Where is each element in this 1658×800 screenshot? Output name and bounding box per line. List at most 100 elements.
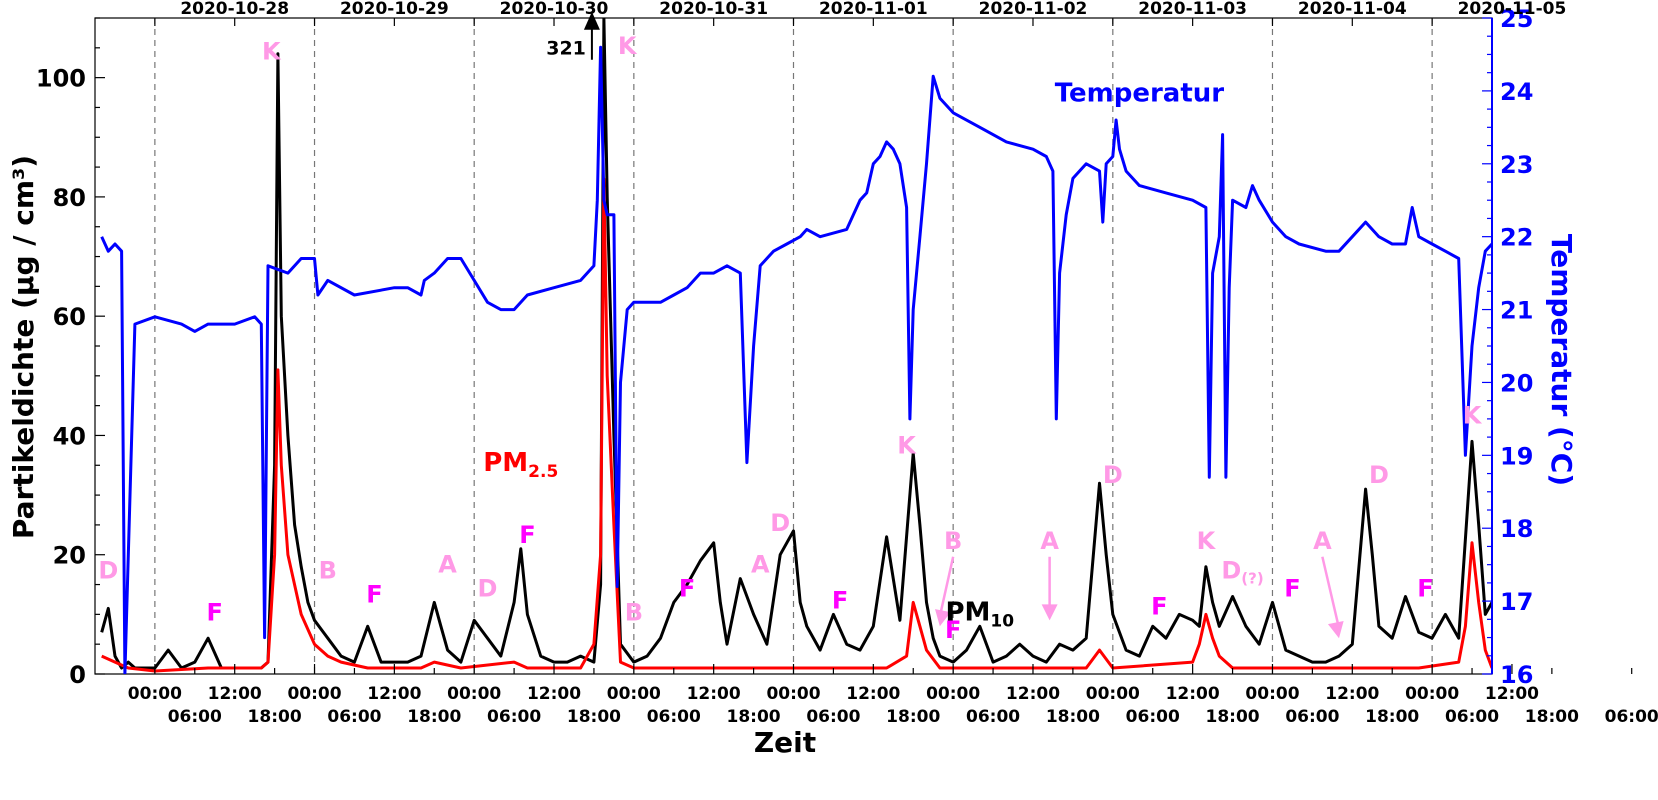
- event-label: F: [832, 586, 848, 614]
- arrow-annotation: A: [1040, 527, 1059, 621]
- x-tick-label: 12:00: [527, 684, 581, 704]
- date-label: 2020-10-31: [659, 0, 768, 19]
- series-line-temperatur: [100, 45, 1492, 674]
- y-left-tick-label: 0: [69, 661, 86, 689]
- event-label: D: [98, 557, 118, 585]
- event-label: K: [1463, 402, 1483, 430]
- y-axis-title-left: Partikeldichte (µg / cm³): [7, 155, 40, 539]
- series-label: PM2.5: [483, 448, 558, 482]
- event-label: F: [1284, 574, 1300, 602]
- event-label: K: [618, 32, 638, 60]
- x-tick-label: 18:00: [1046, 707, 1100, 727]
- event-label: A: [1313, 527, 1332, 555]
- x-tick-label: 12:00: [208, 684, 262, 704]
- x-tick-label: 06:00: [1445, 707, 1499, 727]
- event-label: F: [366, 580, 382, 608]
- event-label: A: [438, 551, 457, 579]
- date-label: 2020-10-30: [500, 0, 609, 19]
- series-label: PM10: [945, 597, 1014, 631]
- x-tick-label: 00:00: [766, 684, 820, 704]
- y-left-tick-label: 40: [53, 422, 86, 450]
- y-right-tick-label: 20: [1500, 369, 1533, 397]
- x-tick-label: 00:00: [926, 684, 980, 704]
- x-tick-label: 18:00: [248, 707, 302, 727]
- series-line-pm10: [100, 18, 1492, 670]
- x-tick-label: 00:00: [128, 684, 182, 704]
- event-arrow-head: [1041, 604, 1058, 621]
- event-label: D: [1103, 461, 1123, 489]
- x-tick-label: 12:00: [1006, 684, 1060, 704]
- event-label: D: [1369, 461, 1389, 489]
- y-right-tick-label: 21: [1500, 297, 1533, 325]
- y-right-tick-label: 23: [1500, 151, 1533, 179]
- right-axis: 16 17 18 19 20 21 22 23 24 25: [1482, 5, 1533, 689]
- event-label: K: [1197, 527, 1217, 555]
- x-tick-label: 06:00: [806, 707, 860, 727]
- event-arrow-shaft: [1321, 556, 1341, 629]
- y-right-tick-label: 17: [1500, 588, 1533, 616]
- event-label: F: [1151, 592, 1167, 620]
- y-left-tick-label: 100: [36, 65, 86, 93]
- x-tick-label: 18:00: [727, 707, 781, 727]
- event-label: F: [679, 574, 695, 602]
- event-label-sub: (?): [1241, 570, 1263, 588]
- plot-frame: [94, 17, 1493, 675]
- x-tick-label: 18:00: [1525, 707, 1579, 727]
- arrow-annotation: A: [1313, 527, 1344, 639]
- x-tick-label: 12:00: [1325, 684, 1379, 704]
- series-label-sub: 10: [990, 611, 1014, 631]
- x-tick-label: 06:00: [1605, 707, 1658, 727]
- y-right-tick-label: 16: [1500, 661, 1533, 689]
- event-arrow-head: [1327, 620, 1344, 639]
- x-axis-title: Zeit: [754, 726, 816, 759]
- x-tick-label: 12:00: [687, 684, 741, 704]
- event-label: F: [1417, 574, 1433, 602]
- y-right-tick-label: 22: [1500, 224, 1533, 252]
- date-axis: 2020-10-28 2020-10-29 2020-10-30 2020-10-31…: [154, 0, 1567, 26]
- left-axis: 0 20 40 60 80 100: [36, 17, 105, 689]
- event-label: K: [262, 38, 282, 66]
- y-axis-title-right: Temperatur (°C): [1545, 234, 1578, 486]
- offscale-arrow-head: [583, 11, 600, 30]
- y-right-tick-label: 24: [1500, 78, 1533, 106]
- y-right-tick-label: 25: [1500, 5, 1533, 33]
- date-label: 2020-11-01: [819, 0, 928, 19]
- date-label: 2020-11-05: [1458, 0, 1567, 19]
- arrow-annotation: B: [935, 527, 962, 627]
- x-tick-label: 12:00: [846, 684, 900, 704]
- x-tick-label: 18:00: [1365, 707, 1419, 727]
- x-tick-label: 00:00: [447, 684, 501, 704]
- y-right-tick-label: 18: [1500, 515, 1533, 543]
- x-tick-label: 06:00: [168, 707, 222, 727]
- event-label: D: [478, 574, 498, 602]
- event-label: F: [207, 598, 223, 626]
- x-tick-label: 00:00: [1405, 684, 1459, 704]
- event-label: F: [519, 521, 535, 549]
- arrow-annotation: D(?): [1221, 557, 1263, 588]
- date-label: 2020-11-03: [1138, 0, 1247, 19]
- y-right-tick-label: 19: [1500, 442, 1533, 470]
- x-tick-label: 06:00: [1285, 707, 1339, 727]
- event-label: B: [944, 527, 962, 555]
- x-tick-label: 18:00: [1205, 707, 1259, 727]
- time-axis: 00:00 12:00 00:00 12:00 00:00 12:00 00:00 12:00…: [128, 664, 1658, 727]
- series-label-sub: 2.5: [528, 462, 558, 482]
- x-tick-label: 06:00: [966, 707, 1020, 727]
- event-label: D: [770, 509, 790, 537]
- x-tick-label: 06:00: [1126, 707, 1180, 727]
- event-label: A: [751, 551, 770, 579]
- offscale-value: 321: [546, 38, 586, 60]
- date-label: 2020-11-04: [1298, 0, 1407, 19]
- y-left-tick-label: 80: [53, 184, 86, 212]
- x-tick-label: 18:00: [407, 707, 461, 727]
- date-label: 2020-11-02: [979, 0, 1088, 19]
- event-label: K: [897, 431, 917, 459]
- event-label: A: [1040, 527, 1059, 555]
- x-tick-label: 00:00: [1086, 684, 1140, 704]
- x-tick-label: 18:00: [567, 707, 621, 727]
- offscale-marker: 321: [546, 11, 600, 60]
- x-tick-label: 06:00: [327, 707, 381, 727]
